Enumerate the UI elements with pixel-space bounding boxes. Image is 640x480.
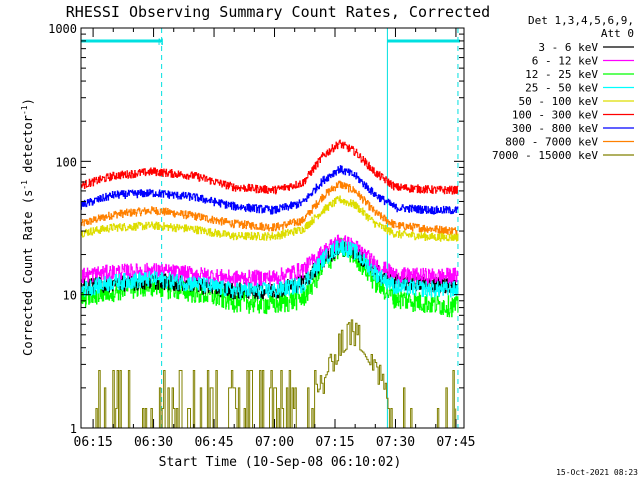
annotation-n: N [158,38,163,48]
legend-entry-label: 25 - 50 keV [525,82,598,95]
timestamp: 15-Oct-2021 08:23 [556,468,638,477]
legend-entry-label: 3 - 6 keV [538,41,598,54]
chart-title: RHESSI Observing Summary Count Rates, Co… [66,3,490,21]
series-line-100-300keV [81,139,459,195]
series-line-300-800keV [81,165,459,215]
legend-header-line-2: Att 0 [601,27,634,40]
x-tick-label: 06:15 [74,435,113,450]
y-axis-label: Corrected Count Rate (s-1 detector-1) [20,98,35,356]
legend-entry-label: 7000 - 15000 keV [492,149,598,162]
x-tick-label: 07:15 [315,435,354,450]
legend-entry-label: 6 - 12 keV [532,55,599,68]
legend-header-line-1: Det 1,3,4,5,6,9, [528,14,634,27]
plot-frame [80,27,465,429]
legend-entry-label: 300 - 800 keV [512,122,598,135]
legend-entry-label: 50 - 100 keV [519,95,599,108]
x-tick-label: 06:30 [134,435,173,450]
series-line-25-50keV [81,239,459,300]
legend-entry-label: 100 - 300 keV [512,109,598,122]
y-tick-label: 1 [70,422,77,436]
x-tick-label: 06:45 [194,435,233,450]
legend-entry-label: 800 - 7000 keV [505,136,598,149]
x-tick-label: 07:30 [376,435,415,450]
x-tick-label: 07:00 [255,435,294,450]
y-tick-label: 100 [55,155,77,169]
legend-entry-label: 12 - 25 keV [525,68,598,81]
series-line-800-7000keV [81,180,459,236]
x-axis-label: Start Time (10-Sep-08 06:10:02) [159,455,402,470]
series-line-7000-15000keV [93,319,457,429]
series-line-50-100keV [81,195,459,242]
y-tick-label: 1000 [48,22,77,36]
y-tick-label: 10 [63,289,77,303]
x-tick-label: 07:45 [436,435,475,450]
